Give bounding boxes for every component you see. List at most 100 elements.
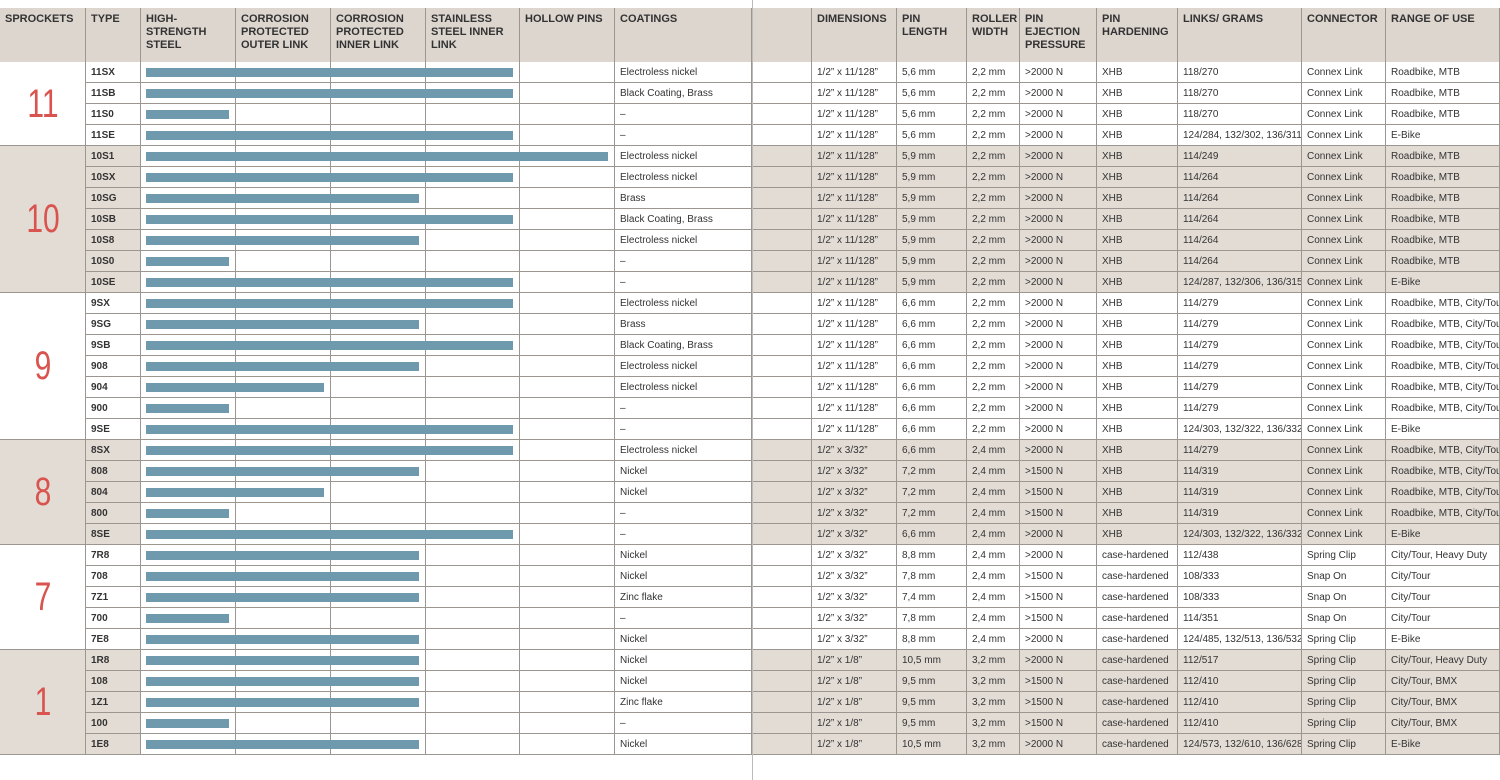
spec-cell: 2,4 mm	[967, 608, 1020, 629]
feature-cell	[520, 734, 615, 755]
spec-cell: 1/2” x 3/32”	[812, 587, 897, 608]
feature-cell	[520, 314, 615, 335]
blank-cell	[752, 587, 812, 608]
spec-cell: 1/2” x 11/128”	[812, 62, 897, 83]
type: 800	[86, 503, 141, 524]
coating: Electroless nickel	[615, 167, 752, 188]
spec-cell: 1/2” x 1/8”	[812, 713, 897, 734]
feature-bar	[146, 488, 324, 497]
spec-cell: 114/264	[1178, 188, 1302, 209]
spec-cell: XHB	[1097, 398, 1178, 419]
spec-cell: Roadbike, MTB	[1386, 188, 1500, 209]
spec-cell: 112/438	[1178, 545, 1302, 566]
spec-cell: >2000 N	[1020, 209, 1097, 230]
spec-cell: City/Tour, BMX	[1386, 671, 1500, 692]
spec-cell: Roadbike, MTB, City/Tour	[1386, 461, 1500, 482]
feature-cell	[236, 713, 331, 734]
spec-cell: Roadbike, MTB, City/Tour	[1386, 482, 1500, 503]
header-cell: HIGH- STRENGTH STEEL	[141, 8, 236, 62]
feature-bar	[146, 446, 513, 455]
spec-cell: Connex Link	[1302, 62, 1386, 83]
type: 10S1	[86, 146, 141, 167]
feature-cell	[331, 251, 426, 272]
spec-cell: case-hardened	[1097, 629, 1178, 650]
feature-cell	[426, 398, 520, 419]
spec-cell: 10,5 mm	[897, 650, 967, 671]
feature-cell	[426, 671, 520, 692]
spec-cell: >1500 N	[1020, 461, 1097, 482]
spec-cell: case-hardened	[1097, 650, 1178, 671]
blank-cell	[752, 335, 812, 356]
sprocket-cell	[0, 545, 86, 650]
type: 8SX	[86, 440, 141, 461]
type: 10S8	[86, 230, 141, 251]
sprocket-label: 8	[34, 470, 52, 514]
blank-cell	[752, 629, 812, 650]
feature-bar	[146, 173, 513, 182]
type: 908	[86, 356, 141, 377]
spec-cell: >2000 N	[1020, 251, 1097, 272]
blank-cell	[752, 503, 812, 524]
type: 7R8	[86, 545, 141, 566]
spec-cell: 2,4 mm	[967, 524, 1020, 545]
blank-cell	[752, 167, 812, 188]
spec-cell: >1500 N	[1020, 566, 1097, 587]
blank-cell	[752, 83, 812, 104]
coating: Zinc flake	[615, 692, 752, 713]
feature-cell	[520, 650, 615, 671]
blank-cell	[752, 608, 812, 629]
spec-cell: XHB	[1097, 524, 1178, 545]
spec-cell: 5,9 mm	[897, 146, 967, 167]
type: 11S0	[86, 104, 141, 125]
spec-cell: 2,2 mm	[967, 251, 1020, 272]
spec-cell: 5,6 mm	[897, 125, 967, 146]
spec-cell: 1/2” x 11/128”	[812, 125, 897, 146]
coating: Black Coating, Brass	[615, 335, 752, 356]
feature-cell	[520, 629, 615, 650]
feature-bar	[146, 383, 324, 392]
header-cell: PIN HARDENING	[1097, 8, 1178, 62]
spec-cell: >1500 N	[1020, 692, 1097, 713]
spec-cell: E-Bike	[1386, 125, 1500, 146]
feature-bar	[146, 404, 229, 413]
spec-cell: >2000 N	[1020, 272, 1097, 293]
spec-cell: 2,2 mm	[967, 293, 1020, 314]
header-cell: DIMENSIONS	[812, 8, 897, 62]
spec-cell: >2000 N	[1020, 524, 1097, 545]
spec-cell: 8,8 mm	[897, 629, 967, 650]
feature-bar	[146, 278, 513, 287]
type: 700	[86, 608, 141, 629]
spec-cell: XHB	[1097, 272, 1178, 293]
coating: –	[615, 251, 752, 272]
feature-bar	[146, 152, 608, 161]
spec-cell: Roadbike, MTB	[1386, 146, 1500, 167]
spec-cell: 2,2 mm	[967, 230, 1020, 251]
blank-cell	[752, 650, 812, 671]
feature-cell	[520, 482, 615, 503]
feature-bar	[146, 509, 229, 518]
spec-cell: E-Bike	[1386, 629, 1500, 650]
spec-cell: 6,6 mm	[897, 314, 967, 335]
type: 1Z1	[86, 692, 141, 713]
spec-cell: 1/2” x 3/32”	[812, 482, 897, 503]
spec-cell: XHB	[1097, 461, 1178, 482]
coating: –	[615, 524, 752, 545]
sprocket-label: 9	[34, 344, 52, 388]
spec-cell: Roadbike, MTB, City/Tour	[1386, 356, 1500, 377]
spec-cell: E-Bike	[1386, 524, 1500, 545]
blank-cell	[752, 398, 812, 419]
spec-cell: Connex Link	[1302, 251, 1386, 272]
spec-cell: >2000 N	[1020, 125, 1097, 146]
spec-cell: XHB	[1097, 251, 1178, 272]
spec-cell: 1/2” x 11/128”	[812, 104, 897, 125]
spec-cell: Roadbike, MTB	[1386, 251, 1500, 272]
feature-bar	[146, 236, 419, 245]
spec-cell: XHB	[1097, 482, 1178, 503]
feature-cell	[520, 272, 615, 293]
spec-cell: 1/2” x 11/128”	[812, 146, 897, 167]
type: 9SE	[86, 419, 141, 440]
type: 804	[86, 482, 141, 503]
spec-cell: 1/2” x 11/128”	[812, 356, 897, 377]
type: 100	[86, 713, 141, 734]
spec-cell: 2,2 mm	[967, 125, 1020, 146]
